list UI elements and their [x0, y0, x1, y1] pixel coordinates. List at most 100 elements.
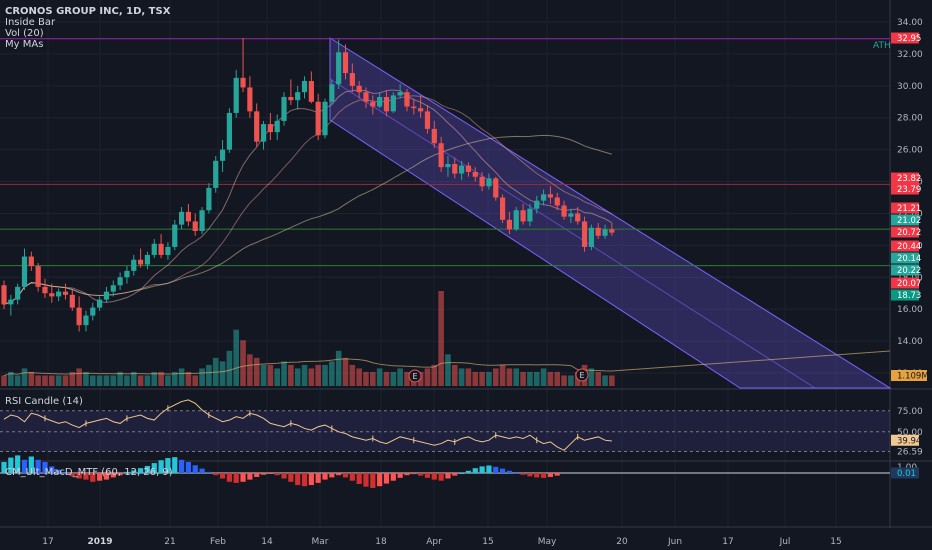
indicator-mas[interactable]: My MAs [5, 39, 44, 50]
volume-bar [178, 368, 185, 386]
volume-bar [144, 375, 151, 386]
macd-histogram-bar [165, 458, 171, 473]
volume-bar [397, 368, 403, 386]
volume-bar [315, 364, 321, 386]
volume-bar [383, 371, 390, 386]
macd-histogram-bar [452, 473, 458, 476]
macd-histogram-bar [178, 459, 185, 473]
macd-histogram-bar [281, 473, 287, 479]
price-badge-label: 21.02 [897, 216, 921, 226]
macd-histogram-bar [370, 473, 376, 488]
symbol-title[interactable]: CRONOS GROUP INC, 1D, TSX [5, 6, 171, 17]
candle-body [534, 200, 540, 209]
candle-body [35, 266, 41, 287]
x-tick-label: 20 [616, 537, 628, 547]
macd-histogram-bar [547, 473, 553, 477]
macd-histogram-bar [103, 473, 110, 480]
volume-bar [404, 371, 410, 386]
macd-current-label: 0.01 [897, 469, 916, 479]
volume-bar [540, 368, 547, 386]
volume-bar [96, 375, 103, 386]
macd-histogram-bar [8, 457, 14, 473]
x-tick-label: Mar [312, 537, 329, 547]
candle-body [431, 128, 437, 144]
volume-bar [609, 375, 615, 386]
macd-histogram-bar [158, 460, 164, 473]
macd-title[interactable]: CM_Ult_MacD_MTF (60, 12, 26, 9) [5, 467, 173, 478]
macd-histogram-bar [322, 473, 328, 480]
volume-badge [891, 370, 927, 381]
rsi-current-badge [891, 434, 919, 446]
candle-body [479, 176, 485, 187]
macd-histogram-bar [117, 473, 123, 476]
x-tick-label: 2019 [87, 537, 112, 547]
candle-body [595, 227, 601, 236]
price-badge-label: 20.22 [897, 266, 921, 276]
volume-bar [185, 371, 192, 386]
price-badge [891, 289, 919, 301]
candle-body [254, 111, 260, 142]
macd-histogram-bar [138, 468, 144, 473]
rsi-current-label: 39.94 [897, 436, 921, 446]
price-badge [891, 277, 919, 289]
candle-body [459, 165, 465, 174]
earnings-marker [408, 369, 422, 383]
candle-body [418, 108, 424, 112]
volume-bar [206, 364, 212, 386]
candle-body [42, 286, 48, 294]
price-badge-label: 23.82 [897, 174, 921, 184]
macd-histogram-bar [1, 462, 7, 473]
macd-histogram-bar [28, 456, 34, 473]
macd-histogram-bar [213, 473, 219, 476]
macd-histogram-bar [418, 473, 424, 476]
price-badge [891, 252, 919, 264]
price-badge [891, 226, 919, 238]
macd-histogram-bar [274, 473, 280, 476]
macd-histogram-bar [49, 466, 55, 473]
indicator-inside-bar[interactable]: Inside Bar [5, 17, 56, 28]
candle-body [349, 73, 355, 86]
volume-bar [527, 371, 533, 386]
rsi-title[interactable]: RSI Candle (14) [5, 396, 83, 407]
candle-body [493, 178, 499, 198]
candle-body [117, 277, 123, 286]
macd-histogram-bar [383, 473, 390, 484]
volume-bar [76, 368, 82, 386]
volume-bars [1, 291, 615, 386]
volume-bar [561, 375, 567, 386]
volume-bar [49, 375, 55, 386]
volume-bar [520, 371, 526, 386]
macd-histogram-bar [493, 466, 499, 473]
indicator-volume[interactable]: Vol (20) [5, 28, 44, 39]
macd-histogram-bar [329, 473, 335, 478]
macd-histogram-bar [42, 462, 48, 473]
candle-body [370, 101, 376, 107]
macd-current-badge [891, 467, 919, 479]
macd-histogram-bar [260, 473, 267, 475]
volume-bar [233, 329, 240, 386]
candle-body [322, 101, 328, 136]
candle-body [165, 246, 171, 255]
macd-histogram-bar [356, 473, 362, 484]
volume-bar [547, 371, 554, 386]
candle-body [397, 92, 403, 96]
candle-body [226, 112, 232, 150]
macd-histogram-bar [185, 462, 192, 473]
candle-body [219, 149, 226, 161]
volume-bar [288, 364, 294, 386]
macd-histogram-bar [554, 473, 560, 476]
candle-body [411, 106, 417, 109]
volume-bar [342, 357, 349, 386]
x-tick-label: 17 [42, 537, 53, 547]
price-badge-label: 32.95 [897, 34, 921, 44]
rsi-level-label: 50.00 [897, 428, 923, 438]
candle-body [28, 256, 34, 267]
candle-body [438, 143, 444, 168]
candle-body [472, 171, 478, 177]
x-tick-label: May [538, 537, 557, 547]
candle-body [581, 221, 588, 247]
macd-histogram-bar [342, 473, 349, 478]
candle-body [575, 213, 581, 222]
volume-bar [240, 340, 246, 386]
